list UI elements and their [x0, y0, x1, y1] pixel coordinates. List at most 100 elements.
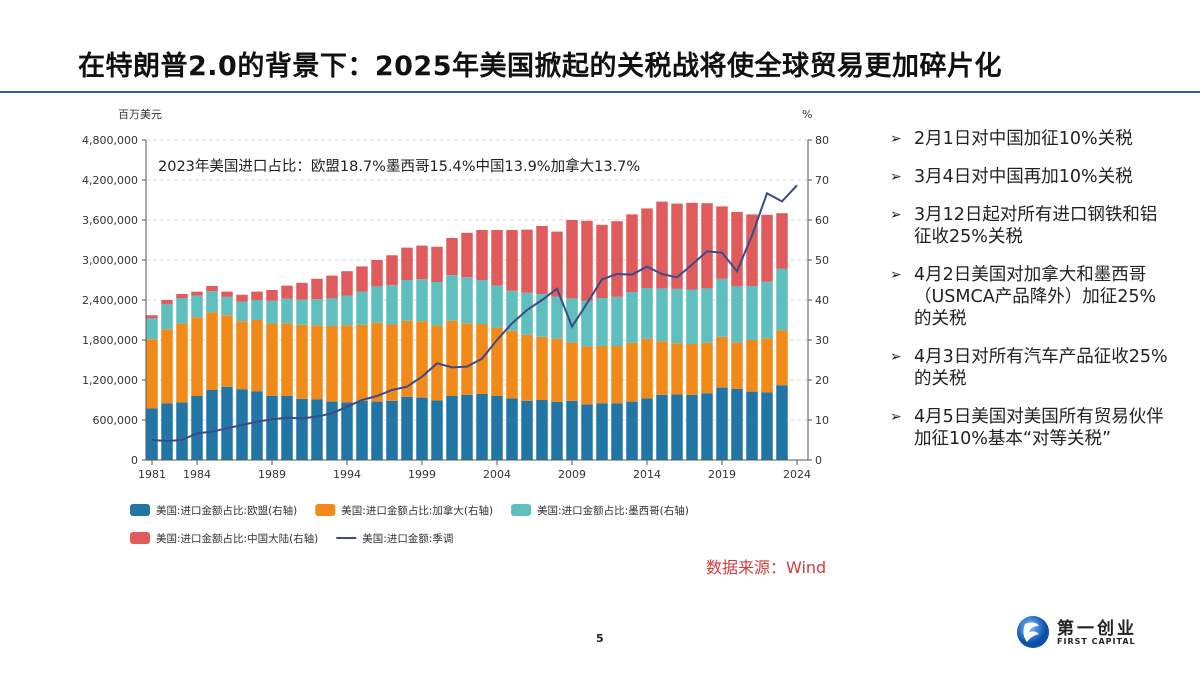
left-tick-label: 2,400,000 [82, 294, 138, 307]
bullet-text: 3月4日对中国再加10%关税 [914, 167, 1133, 187]
bar-china [446, 238, 458, 276]
bar-mexico [341, 295, 353, 326]
bullet-text: 4月5日美国对美国所有贸易伙伴加征10%基本“对等关税” [914, 407, 1164, 449]
bar-china [716, 206, 728, 279]
bar-china [506, 230, 518, 291]
bar-china [266, 290, 278, 301]
right-tick-label: 0 [815, 454, 822, 467]
page-number: 5 [596, 632, 604, 645]
bar-canada [146, 339, 158, 409]
bar-canada [686, 344, 698, 395]
bar-eu [491, 396, 503, 460]
bar-eu [731, 388, 743, 460]
right-tick-label: 40 [815, 294, 829, 307]
legend-label: 美国:进口金额占比:欧盟(右轴) [156, 504, 297, 517]
bar-eu [446, 396, 458, 460]
bar-canada [341, 325, 353, 403]
bar-china [281, 285, 293, 299]
bar-eu [176, 402, 188, 460]
bar-china [206, 286, 218, 292]
bar-canada [251, 320, 263, 392]
bar-mexico [521, 292, 533, 335]
bar-china [341, 271, 353, 296]
bullet-item: ➢ 3月12日起对所有进口钢铁和铝征收25%关税 [890, 204, 1170, 248]
tariff-timeline-list: ➢ 2月1日对中国加征10%关税 ➢ 3月4日对中国再加10%关税 ➢ 3月12日起对所有… [890, 128, 1170, 466]
bar-canada [716, 336, 728, 388]
bar-eu [611, 403, 623, 460]
bullet-item: ➢ 4月2日美国对加拿大和墨西哥（USMCA产品降外）加征25%的关税 [890, 264, 1170, 330]
bar-mexico [566, 298, 578, 343]
legend-swatch [130, 532, 150, 544]
bar-mexico [386, 285, 398, 325]
bar-eu [431, 400, 443, 460]
x-tick-label: 1989 [258, 468, 286, 481]
bullet-text: 2月1日对中国加征10%关税 [914, 129, 1133, 149]
logo-cn-text: 第一创业 [1057, 619, 1137, 639]
bar-canada [551, 338, 563, 402]
bar-mexico [206, 291, 218, 313]
bar-mexico [641, 288, 653, 339]
bar-mexico [251, 300, 263, 320]
first-capital-logo: 第一创业 FIRST CAPITAL [1015, 612, 1165, 652]
bullet-text: 3月12日起对所有进口钢铁和铝征收25%关税 [914, 205, 1158, 247]
bar-china [236, 294, 248, 302]
bar-canada [656, 341, 668, 395]
bar-canada [371, 322, 383, 402]
bar-china [626, 214, 638, 292]
bar-canada [626, 342, 638, 402]
bar-mexico [671, 288, 683, 344]
left-axis-unit: 百万美元 [118, 108, 162, 121]
arrowhead-bullet-icon: ➢ [890, 267, 902, 283]
bar-canada [386, 324, 398, 401]
bar-china [161, 300, 173, 304]
combo-chart: 0 600,000 1,200,000 1,800,000 2,400,000 3,000… [82, 108, 829, 545]
bar-mexico [596, 298, 608, 346]
bar-canada [731, 342, 743, 389]
bar-eu [251, 391, 263, 460]
right-tick-label: 70 [815, 174, 829, 187]
bar-eu [671, 394, 683, 460]
bar-mexico [281, 298, 293, 324]
bullet-item: ➢ 4月5日美国对美国所有贸易伙伴加征10%基本“对等关税” [890, 406, 1170, 450]
bar-eu [341, 402, 353, 460]
left-tick-label: 0 [131, 454, 138, 467]
bar-canada [311, 325, 323, 400]
bar-canada [596, 346, 608, 404]
bar-mexico [506, 290, 518, 331]
bar-canada [266, 323, 278, 396]
right-tick-label: 50 [815, 254, 829, 267]
bar-canada [176, 323, 188, 403]
bar-mexico [551, 296, 563, 339]
bar-canada [506, 330, 518, 399]
bar-canada [446, 320, 458, 396]
bar-mexico [686, 289, 698, 344]
bar-canada [191, 317, 203, 396]
arrowhead-bullet-icon: ➢ [890, 349, 902, 365]
bar-canada [356, 324, 368, 401]
legend-label: 美国:进口金额占比:墨西哥(右轴) [537, 504, 689, 517]
bar-canada [641, 338, 653, 399]
legend-label: 美国:进口金额占比:加拿大(右轴) [341, 504, 493, 517]
bar-mexico [326, 298, 338, 326]
left-tick-label: 1,800,000 [82, 334, 138, 347]
left-tick-label: 4,800,000 [82, 134, 138, 147]
bar-china [491, 230, 503, 286]
x-tick-label: 2009 [558, 468, 586, 481]
bar-canada [401, 320, 413, 397]
x-tick-label: 1999 [408, 468, 436, 481]
bar-eu [206, 390, 218, 460]
bar-canada [221, 315, 233, 387]
right-tick-label: 10 [815, 414, 829, 427]
bar-eu [476, 394, 488, 460]
bar-mexico [356, 291, 368, 325]
bar-eu [191, 396, 203, 460]
bar-eu [581, 404, 593, 460]
bar-eu [551, 402, 563, 460]
bar-china [221, 291, 233, 297]
legend-swatch [315, 504, 336, 516]
bar-eu [776, 385, 788, 460]
bar-eu [746, 391, 758, 460]
bar-china [416, 245, 428, 280]
bar-eu [281, 396, 293, 460]
bar-canada [461, 323, 473, 395]
